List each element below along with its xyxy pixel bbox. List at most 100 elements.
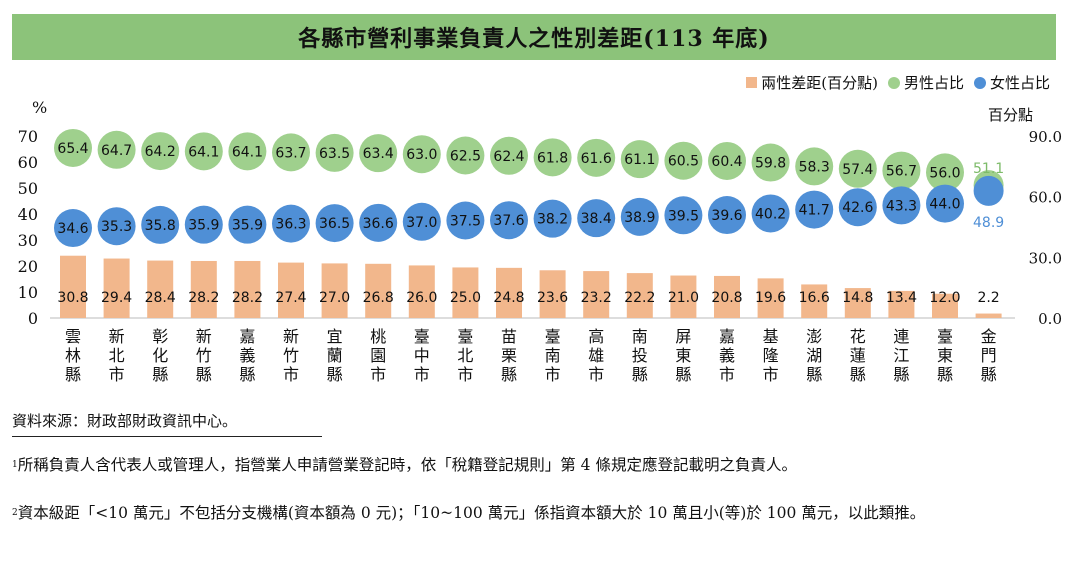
male-point bbox=[54, 128, 92, 167]
female-point bbox=[359, 203, 398, 242]
category-label-char: 市 bbox=[414, 365, 430, 384]
diff-bar-label: 27.0 bbox=[319, 290, 350, 306]
legend-label-female: 女性占比 bbox=[989, 74, 1050, 92]
category-label-char: 新 bbox=[283, 327, 299, 346]
diff-bar-label: 26.8 bbox=[363, 290, 394, 306]
legend-swatch-diff bbox=[746, 77, 758, 88]
male-point bbox=[359, 134, 398, 173]
category-label-char: 義 bbox=[239, 346, 255, 365]
female-point bbox=[490, 201, 528, 240]
category-label-char: 蘭 bbox=[327, 346, 343, 365]
category-label-char: 屏 bbox=[675, 327, 691, 346]
diff-bar-label: 16.6 bbox=[799, 290, 830, 306]
diff-bar bbox=[714, 275, 740, 318]
male-point bbox=[141, 132, 180, 171]
diff-bar bbox=[365, 263, 392, 318]
male-point bbox=[577, 138, 616, 177]
diff-bar-label: 13.4 bbox=[886, 290, 917, 306]
category-label-char: 連 bbox=[893, 327, 909, 346]
female-point bbox=[664, 196, 703, 235]
diff-bar bbox=[801, 284, 828, 318]
male-point-label: 61.1 bbox=[624, 152, 655, 168]
male-point bbox=[533, 138, 572, 177]
diff-bar-label: 24.8 bbox=[493, 290, 524, 306]
diff-bar-label: 20.8 bbox=[711, 290, 742, 306]
category-label-char: 澎 bbox=[806, 327, 822, 346]
diff-bar bbox=[539, 270, 566, 318]
category-label-char: 臺 bbox=[414, 327, 430, 346]
female-point-label: 36.5 bbox=[319, 216, 350, 232]
category-label-char: 縣 bbox=[65, 365, 81, 384]
male-point bbox=[664, 141, 703, 180]
diff-bar bbox=[888, 290, 915, 318]
male-point-label: 59.8 bbox=[755, 156, 786, 172]
female-point bbox=[795, 190, 834, 229]
y-left-tick: 70 bbox=[18, 127, 38, 146]
category-label-char: 北 bbox=[109, 346, 125, 365]
category-label-char: 金 bbox=[981, 327, 997, 346]
category-label-char: 市 bbox=[457, 365, 473, 384]
category-label-char: 隆 bbox=[763, 346, 779, 365]
female-point-label: 35.8 bbox=[145, 218, 176, 234]
footnote-1: 1所稱負責人含代表人或管理人，指營業人申請營業登記時，依「稅籍登記規則」第 4 … bbox=[12, 454, 1062, 476]
category-label-char: 彰 bbox=[152, 327, 168, 346]
category-label-char: 市 bbox=[588, 365, 604, 384]
category-label-char: 縣 bbox=[501, 365, 517, 384]
category-label-char: 中 bbox=[414, 346, 430, 365]
diff-bar bbox=[844, 288, 871, 318]
legend-item-male: 男性占比 bbox=[887, 72, 964, 93]
male-point bbox=[315, 133, 354, 172]
female-point-label: 39.5 bbox=[668, 208, 699, 224]
male-point bbox=[751, 143, 790, 182]
diff-bar bbox=[932, 293, 958, 318]
female-point bbox=[751, 194, 790, 233]
footnote-1-mark: 1 bbox=[12, 460, 18, 470]
legend: 兩性差距(百分點) 男性占比 女性占比 bbox=[746, 72, 1050, 93]
male-point-label: 62.4 bbox=[493, 149, 524, 165]
female-point-label: 38.4 bbox=[581, 211, 612, 227]
female-point-label: 37.6 bbox=[493, 213, 524, 229]
female-point-label: 43.3 bbox=[886, 198, 917, 214]
female-point-label: 42.6 bbox=[842, 200, 873, 216]
footnote-2: 2資本級距「<10 萬元」不包括分支機構(資本額為 0 元)；「10~100 萬… bbox=[12, 502, 1062, 524]
diff-bar bbox=[60, 255, 86, 318]
diff-bar-label: 21.0 bbox=[668, 290, 699, 306]
male-point bbox=[882, 151, 921, 190]
diff-bar bbox=[670, 275, 697, 318]
category-label-char: 蓮 bbox=[850, 346, 866, 365]
female-point bbox=[272, 204, 310, 243]
category-label-char: 東 bbox=[675, 346, 691, 365]
male-point-label: 61.8 bbox=[537, 150, 568, 166]
category-label-char: 雄 bbox=[588, 346, 604, 365]
male-point-label: 63.4 bbox=[363, 146, 394, 162]
male-point-label: 58.3 bbox=[799, 159, 830, 175]
diff-bar-label: 29.4 bbox=[101, 290, 132, 306]
female-point bbox=[577, 199, 616, 238]
male-point-label: 51.1 bbox=[973, 161, 1004, 177]
male-point bbox=[184, 132, 223, 171]
female-point-label: 35.9 bbox=[232, 218, 263, 234]
chart-title: 各縣市營利事業負責人之性別差距(113 年底) bbox=[298, 26, 770, 52]
y-left-tick: 40 bbox=[18, 205, 38, 224]
female-point-label: 36.6 bbox=[363, 216, 394, 232]
category-label-char: 宜 bbox=[327, 327, 343, 346]
diff-bar bbox=[147, 260, 174, 318]
diff-bar-label: 30.8 bbox=[57, 290, 88, 306]
footnote-2-text: 資本級距「<10 萬元」不包括分支機構(資本額為 0 元)；「10~100 萬元… bbox=[17, 504, 926, 522]
category-label-char: 江 bbox=[893, 346, 909, 365]
category-label-char: 苗 bbox=[501, 327, 517, 346]
female-point bbox=[533, 199, 572, 238]
footnote-2-mark: 2 bbox=[12, 508, 18, 518]
category-label-char: 竹 bbox=[196, 346, 212, 365]
category-label-char: 花 bbox=[850, 327, 866, 346]
female-point bbox=[54, 209, 92, 248]
diff-bar bbox=[278, 262, 304, 318]
category-label-char: 市 bbox=[283, 365, 299, 384]
male-point-label: 57.4 bbox=[842, 162, 873, 178]
female-point bbox=[926, 184, 964, 223]
category-label-char: 湖 bbox=[806, 346, 822, 365]
category-label-char: 縣 bbox=[152, 365, 168, 384]
category-label-char: 縣 bbox=[239, 365, 255, 384]
y-left-tick: 20 bbox=[18, 257, 38, 276]
category-label-char: 市 bbox=[370, 365, 386, 384]
